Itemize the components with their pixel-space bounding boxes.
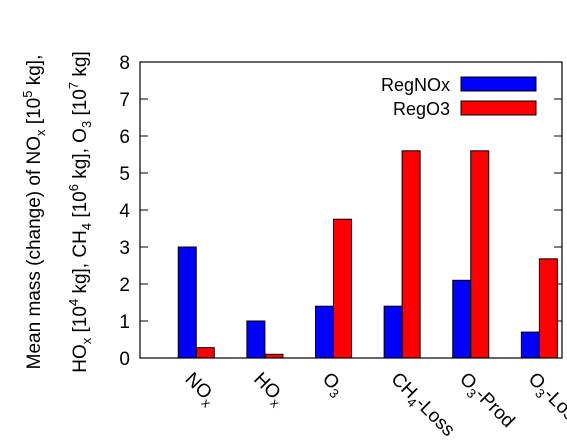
- y-tick-label: 8: [119, 53, 130, 74]
- y-tick-label: 3: [119, 238, 130, 259]
- y-tick-label: 7: [119, 90, 130, 111]
- bar-regnox-1: [246, 320, 266, 359]
- legend-swatch: [460, 100, 537, 116]
- bar-regnox-0: [177, 246, 197, 359]
- y-tick-label: 6: [119, 127, 130, 148]
- y-tick-label: 5: [119, 164, 130, 185]
- legend-swatch: [460, 76, 537, 92]
- y-tick-label: 0: [119, 349, 130, 370]
- y-tick-label: 4: [119, 201, 130, 222]
- x-category-label: HOx: [247, 369, 289, 411]
- bar-regnox-3: [383, 305, 403, 359]
- x-category-label: CH4-Loss: [384, 369, 458, 443]
- bars: [177, 150, 558, 359]
- plot-frame: [139, 61, 563, 359]
- y-axis-label: Mean mass (change) of NOx [105 kg], HOx …: [20, 51, 94, 373]
- x-category-label: NOx: [179, 369, 221, 411]
- y-tick-label: 2: [119, 275, 130, 296]
- legend-label: RegNOx: [381, 75, 450, 95]
- bar-rego3-5: [538, 258, 558, 359]
- x-category-label: O3: [316, 369, 349, 402]
- bar-rego3-4: [470, 150, 490, 359]
- legend: RegNOx RegO3: [381, 75, 537, 119]
- x-category-label: O3-Loss: [522, 369, 567, 434]
- y-axis-ticks: 0 1 2 3 4 5 6 7 8: [119, 53, 562, 370]
- y-tick-label: 1: [119, 312, 130, 333]
- legend-label: RegO3: [393, 99, 450, 119]
- bar-regnox-4: [452, 279, 472, 359]
- bar-rego3-0: [195, 347, 215, 359]
- bar-regnox-5: [520, 331, 540, 359]
- y-axis-label-line-2: HOx [104 kg], CH4 [106 kg], O3 [107 kg]: [66, 51, 94, 373]
- y-axis-label-line-1: Mean mass (change) of NOx [105 kg],: [20, 55, 48, 370]
- bar-regnox-2: [315, 305, 335, 359]
- bar-rego3-2: [333, 218, 353, 359]
- bar-rego3-3: [401, 150, 421, 359]
- x-category-label: O3-Prod: [453, 369, 518, 434]
